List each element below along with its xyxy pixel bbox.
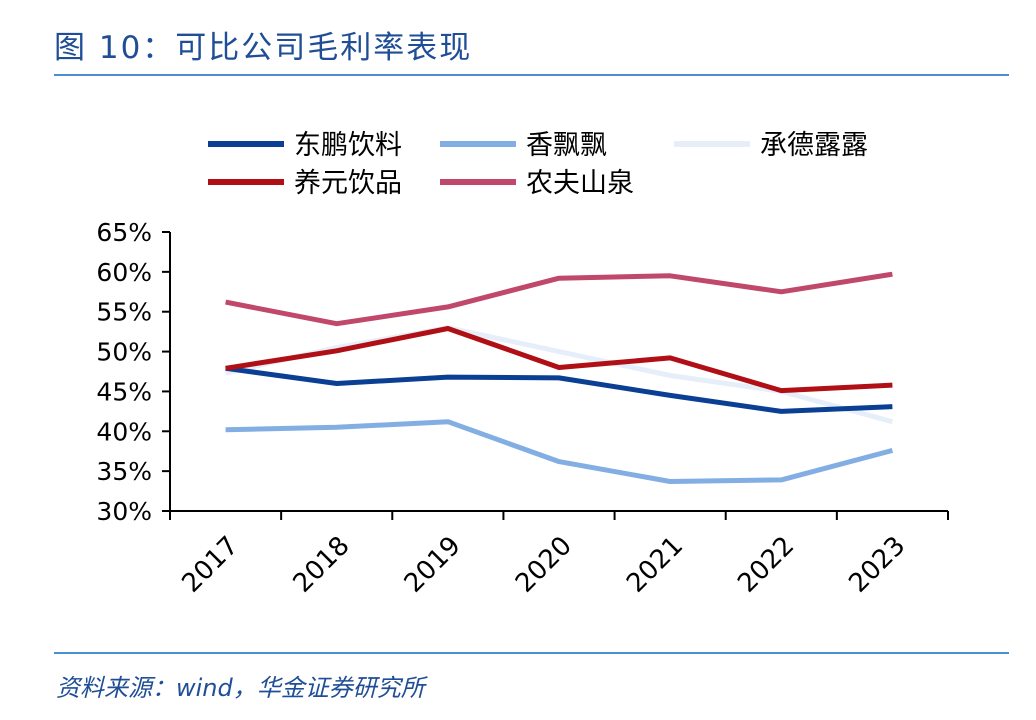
source-note: 资料来源：wind，华金证券研究所 (56, 674, 425, 702)
y-axis: 30% 35% 40% 45% 50% 55% 60% 65% (96, 218, 171, 526)
legend-item: 承德露露 (674, 130, 868, 161)
legend-item: 养元饮品 (208, 168, 402, 199)
x-tick-label: 2022 (732, 531, 800, 599)
series-line-5 (225, 271, 893, 327)
legend-item: 东鹏饮料 (208, 130, 402, 161)
x-tick-label: 2023 (843, 531, 911, 599)
series-line-2 (225, 419, 894, 484)
series-line-3 (225, 325, 894, 425)
x-tick-label: 2017 (177, 531, 245, 599)
legend-label: 东鹏饮料 (294, 130, 402, 161)
x-tick-label: 2021 (621, 531, 689, 599)
y-tick-label: 50% (96, 338, 152, 367)
y-tick-label: 60% (96, 258, 152, 287)
series-line-4 (225, 326, 893, 394)
x-tick-label: 2020 (510, 531, 578, 599)
title-rule (54, 74, 1009, 76)
x-tick-label: 2018 (288, 531, 356, 599)
source-rule (54, 652, 1009, 654)
y-tick-label: 30% (96, 497, 152, 526)
legend-item: 香飘飘 (440, 130, 607, 161)
y-tick-label: 45% (96, 377, 152, 406)
x-tick-label: 2019 (399, 531, 467, 599)
x-axis: 2017 2018 2019 2020 2021 2022 2023 (169, 510, 949, 599)
y-tick-label: 65% (96, 218, 152, 247)
series-lines (225, 271, 894, 484)
legend-label: 农夫山泉 (526, 168, 634, 199)
y-tick-label: 35% (96, 457, 152, 486)
legend-label: 承德露露 (760, 130, 868, 161)
legend-item: 农夫山泉 (440, 168, 634, 199)
series-line-1 (225, 365, 893, 414)
figure-title: 图 10：可比公司毛利率表现 (54, 30, 473, 66)
y-tick-label: 55% (96, 298, 152, 327)
y-tick-label: 40% (96, 417, 152, 446)
legend-label: 香飘飘 (526, 130, 607, 161)
legend-label: 养元饮品 (294, 168, 402, 199)
